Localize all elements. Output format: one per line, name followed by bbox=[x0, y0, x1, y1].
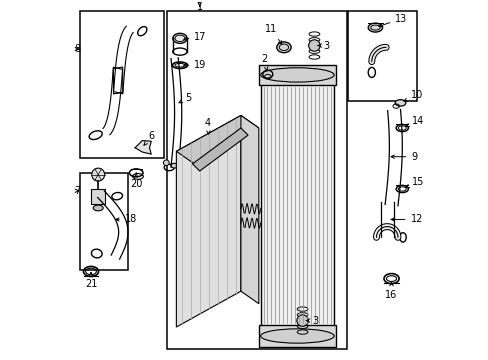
Text: 19: 19 bbox=[183, 60, 206, 70]
Polygon shape bbox=[176, 116, 241, 327]
Text: 15: 15 bbox=[405, 177, 424, 188]
Bar bbox=[167, 12, 346, 348]
Text: 21: 21 bbox=[84, 273, 97, 289]
Bar bbox=[80, 12, 163, 158]
Text: 12: 12 bbox=[390, 215, 422, 224]
Ellipse shape bbox=[367, 23, 382, 32]
Text: 14: 14 bbox=[405, 116, 424, 127]
Bar bbox=[348, 12, 416, 101]
Ellipse shape bbox=[93, 205, 103, 211]
Text: 10: 10 bbox=[403, 90, 423, 102]
Bar bbox=[80, 173, 128, 270]
Ellipse shape bbox=[394, 100, 405, 106]
Text: 3: 3 bbox=[317, 41, 329, 50]
Text: 3: 3 bbox=[306, 316, 318, 325]
Text: 1: 1 bbox=[196, 3, 203, 13]
Bar bbox=[258, 65, 335, 85]
Ellipse shape bbox=[260, 329, 333, 343]
Polygon shape bbox=[192, 128, 247, 171]
Ellipse shape bbox=[172, 33, 187, 43]
Circle shape bbox=[92, 168, 104, 181]
Text: 20: 20 bbox=[130, 173, 142, 189]
Bar bbox=[258, 325, 335, 347]
Circle shape bbox=[308, 40, 320, 51]
Text: 16: 16 bbox=[385, 283, 397, 300]
Text: 8: 8 bbox=[74, 44, 80, 54]
Ellipse shape bbox=[171, 163, 178, 168]
Ellipse shape bbox=[276, 42, 290, 53]
Ellipse shape bbox=[260, 68, 333, 82]
Text: 11: 11 bbox=[264, 24, 281, 44]
Bar bbox=[260, 83, 333, 327]
Circle shape bbox=[163, 160, 169, 166]
Text: 5: 5 bbox=[179, 93, 191, 103]
Bar bbox=[91, 189, 105, 204]
Text: 2: 2 bbox=[261, 54, 267, 71]
Text: 13: 13 bbox=[378, 14, 407, 27]
Text: 6: 6 bbox=[143, 131, 155, 145]
Polygon shape bbox=[176, 116, 258, 164]
Text: 18: 18 bbox=[116, 215, 137, 224]
Polygon shape bbox=[135, 140, 151, 154]
Circle shape bbox=[296, 315, 308, 326]
Text: 17: 17 bbox=[183, 32, 206, 41]
Text: 7: 7 bbox=[74, 186, 80, 196]
Text: 9: 9 bbox=[390, 152, 417, 162]
Text: 4: 4 bbox=[204, 118, 210, 134]
Polygon shape bbox=[241, 116, 258, 304]
